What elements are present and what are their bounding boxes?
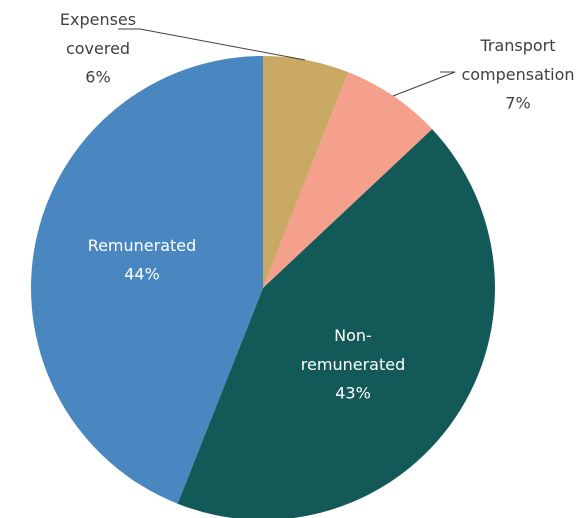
slice-label-line: Transport [479, 36, 555, 55]
pie-slice [263, 56, 349, 288]
slice-value-label: 6% [85, 68, 110, 87]
slice-label: Expenses covered [60, 10, 136, 58]
pie-slice [263, 72, 433, 288]
slice-label-line: compensation [461, 65, 574, 84]
slice-label-line: Expenses [60, 10, 136, 29]
slice-label-line: remunerated [301, 355, 405, 374]
slice-value-label: 43% [335, 384, 371, 403]
slice-label-line: covered [66, 39, 130, 58]
slice-label: Remunerated [88, 236, 197, 255]
leader-line [392, 71, 456, 97]
slice-label: Non-remunerated [301, 326, 405, 374]
slice-label-line: Non- [334, 326, 372, 345]
pie-slice [31, 55, 264, 504]
slice-label: Transport compensation [461, 36, 574, 84]
leader-line [118, 28, 306, 61]
pie-slice [177, 129, 495, 518]
slice-label-line: Remunerated [88, 236, 197, 255]
slice-value-label: 7% [505, 94, 530, 113]
slice-value-label: 44% [124, 265, 160, 284]
